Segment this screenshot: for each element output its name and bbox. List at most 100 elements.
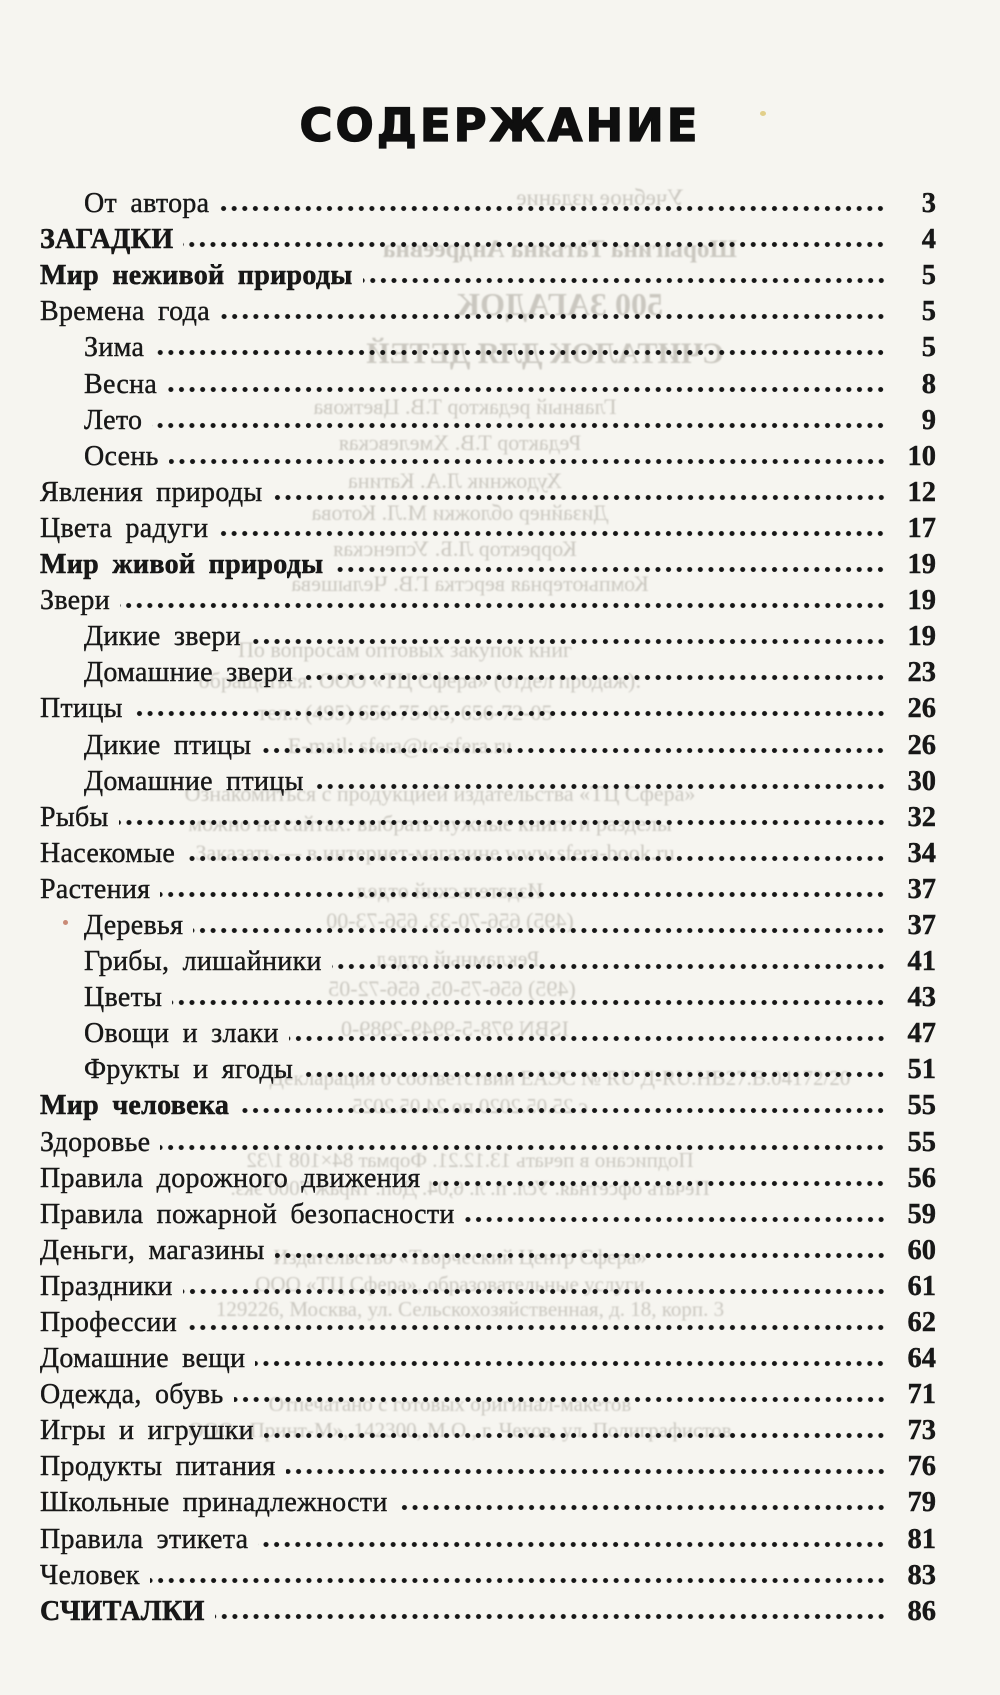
- toc-page-number: 32: [907, 801, 936, 833]
- toc-entry-label: Рыбы: [40, 801, 109, 833]
- toc-entry-label: СЧИТАЛКИ: [40, 1595, 205, 1628]
- toc-page-number: 34: [907, 837, 936, 869]
- toc-row: Явления природы 12: [40, 473, 936, 509]
- dot-leader: [233, 1396, 888, 1404]
- toc-row: Птицы 26: [40, 689, 936, 725]
- toc-entry-label: Зима: [84, 332, 145, 364]
- toc-page-number: 5: [921, 260, 937, 292]
- toc-row: Мир человека 55: [40, 1086, 936, 1122]
- toc-page-number: 8: [921, 368, 937, 400]
- dot-leader: [303, 1071, 888, 1079]
- toc-row: Школьные принадлежности 79: [40, 1483, 936, 1519]
- dot-leader: [362, 277, 888, 285]
- toc-row: Деревья 37: [40, 906, 936, 942]
- toc-row: Звери 19: [40, 581, 936, 617]
- toc-entry-label: Мир живой природы: [40, 549, 324, 581]
- dot-leader: [464, 1215, 888, 1223]
- toc-row: Весна 8: [40, 364, 936, 400]
- toc-page-number: 73: [907, 1415, 936, 1447]
- toc-row: ЗАГАДКИ 4: [40, 220, 936, 256]
- toc-row: Профессии 62: [40, 1303, 936, 1339]
- toc-page-number: 37: [907, 873, 936, 905]
- toc-entry-label: От автора: [84, 188, 210, 220]
- toc-entry-label: Грибы, лишайники: [84, 946, 322, 978]
- toc-entry-label: Деньги, магазины: [40, 1234, 265, 1266]
- dot-leader: [118, 818, 888, 826]
- toc-entry-label: Осень: [84, 440, 159, 472]
- toc-page-number: 64: [907, 1343, 936, 1375]
- dot-leader: [120, 602, 888, 610]
- toc-row: Одежда, обувь 71: [40, 1375, 936, 1411]
- dot-leader: [313, 782, 888, 790]
- toc-row: СЧИТАЛКИ 86: [40, 1592, 936, 1628]
- toc-page-number: 9: [921, 404, 937, 436]
- toc-row: Осень 10: [40, 437, 936, 473]
- toc-page-number: 43: [907, 982, 936, 1014]
- toc-row: Рыбы 32: [40, 798, 936, 834]
- toc-row: Правила пожарной безопасности 59: [40, 1195, 936, 1231]
- toc-entry-label: Одежда, обувь: [40, 1379, 224, 1411]
- toc-row: Домашние птицы 30: [40, 762, 936, 798]
- toc-row: Мир неживой природы 5: [40, 256, 936, 292]
- toc-page-number: 71: [907, 1379, 936, 1411]
- toc-page-number: 55: [907, 1090, 936, 1122]
- toc-row: Продукты питания 76: [40, 1447, 936, 1483]
- toc-entry-label: Времена года: [40, 296, 210, 328]
- toc-entry-label: Профессии: [40, 1307, 178, 1338]
- toc-row: Времена года 5: [40, 292, 936, 328]
- toc-row: Грибы, лишайники 41: [40, 942, 936, 978]
- toc-entry-label: Домашние вещи: [40, 1343, 246, 1375]
- dot-leader: [250, 638, 888, 646]
- toc-page-number: 37: [907, 909, 936, 941]
- toc-entry-label: Домашние звери: [84, 657, 294, 689]
- toc-row: Домашние вещи 64: [40, 1339, 936, 1375]
- toc-entry-label: Продукты питания: [40, 1451, 276, 1483]
- toc-entry-label: Овощи и злаки: [84, 1018, 279, 1050]
- toc-entry-label: Растения: [40, 873, 151, 905]
- dot-leader: [333, 566, 888, 574]
- dot-leader: [214, 1612, 888, 1620]
- toc-page-number: 51: [907, 1054, 936, 1086]
- dot-leader: [263, 1432, 888, 1440]
- toc-row: Деньги, магазины 60: [40, 1231, 936, 1267]
- toc-row: Лето 9: [40, 401, 936, 437]
- dot-leader: [239, 1107, 888, 1115]
- toc-entry-label: Деревья: [84, 909, 184, 941]
- toc-entry-label: Правила пожарной безопасности: [40, 1198, 455, 1230]
- dot-leader: [331, 963, 888, 971]
- toc-page-number: 56: [907, 1162, 936, 1194]
- toc-page-number: 26: [907, 693, 936, 725]
- dot-leader: [172, 999, 888, 1007]
- dot-leader: [272, 493, 888, 501]
- toc-entry-label: Игры и игрушки: [40, 1415, 254, 1447]
- toc-row: Насекомые 34: [40, 834, 936, 870]
- toc-page-number: 81: [907, 1523, 936, 1555]
- dot-leader: [285, 1468, 888, 1476]
- dot-leader: [168, 457, 888, 465]
- dot-leader: [182, 1287, 888, 1295]
- toc-entry-label: Правила этикета: [40, 1523, 249, 1555]
- toc-page-number: 79: [907, 1487, 936, 1519]
- toc-page-number: 62: [907, 1307, 936, 1338]
- toc-page-number: 3: [921, 188, 937, 220]
- dot-leader: [255, 1360, 888, 1368]
- toc-row: Цветы 43: [40, 978, 936, 1014]
- toc-entry-label: Цветы: [84, 982, 163, 1014]
- dot-leader: [149, 1576, 888, 1584]
- toc-entry-label: Правила дорожного движения: [40, 1162, 421, 1194]
- toc-page-number: 10: [907, 440, 936, 472]
- toc-row: Растения 37: [40, 870, 936, 906]
- scan-speck: [63, 920, 68, 925]
- dot-leader: [187, 1324, 888, 1331]
- toc-page-number: 4: [921, 224, 937, 256]
- toc-row: Праздники 61: [40, 1267, 936, 1303]
- toc-page-number: 26: [907, 729, 936, 761]
- toc-page-number: 47: [907, 1018, 936, 1050]
- dot-leader: [185, 854, 888, 862]
- toc-page-number: 17: [907, 512, 936, 544]
- toc-page-number: 41: [907, 946, 936, 978]
- dot-leader: [303, 674, 888, 682]
- toc-entry-label: Лето: [84, 404, 143, 436]
- dot-leader: [397, 1504, 888, 1512]
- toc-row: Мир живой природы 19: [40, 545, 936, 581]
